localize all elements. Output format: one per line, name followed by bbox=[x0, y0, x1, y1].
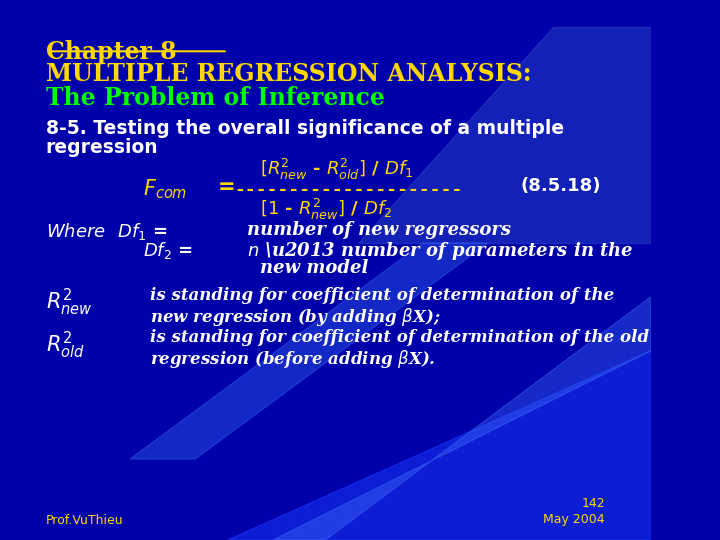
Text: May 2004: May 2004 bbox=[544, 514, 605, 526]
Text: The Problem of Inference: The Problem of Inference bbox=[45, 86, 384, 110]
Polygon shape bbox=[358, 27, 651, 243]
Text: $[1$ - $R^2_{new}]$ / $Df_2$: $[1$ - $R^2_{new}]$ / $Df_2$ bbox=[260, 197, 393, 222]
Text: regression (before adding $\beta$X).: regression (before adding $\beta$X). bbox=[150, 348, 435, 370]
Text: $[R^2_{new}$ - $R^2_{old}]$ / $Df_1$: $[R^2_{new}$ - $R^2_{old}]$ / $Df_1$ bbox=[260, 157, 414, 182]
Polygon shape bbox=[273, 297, 651, 540]
Text: $n$ \u2013 number of parameters in the: $n$ \u2013 number of parameters in the bbox=[247, 240, 634, 262]
Polygon shape bbox=[130, 243, 488, 459]
Text: number of new regressors: number of new regressors bbox=[247, 221, 511, 239]
Text: 8-5. Testing the overall significance of a multiple: 8-5. Testing the overall significance of… bbox=[45, 119, 564, 138]
Polygon shape bbox=[228, 351, 651, 540]
Text: $F_{com}$: $F_{com}$ bbox=[143, 177, 187, 201]
Text: is standing for coefficient of determination of the: is standing for coefficient of determina… bbox=[150, 287, 614, 304]
Text: $R^2_{old}$: $R^2_{old}$ bbox=[45, 329, 84, 361]
Text: 142: 142 bbox=[581, 497, 605, 510]
Text: regression: regression bbox=[45, 138, 158, 157]
Text: $Df_2$ =: $Df_2$ = bbox=[143, 240, 195, 261]
Text: =: = bbox=[218, 177, 235, 197]
Text: Chapter 8: Chapter 8 bbox=[45, 40, 176, 64]
Text: new model: new model bbox=[260, 259, 369, 277]
Text: is standing for coefficient of determination of the old: is standing for coefficient of determina… bbox=[150, 329, 649, 346]
Text: ---------------------: --------------------- bbox=[234, 181, 462, 199]
Text: $R^2_{new}$: $R^2_{new}$ bbox=[45, 287, 92, 319]
Text: Prof.VuThieu: Prof.VuThieu bbox=[45, 514, 123, 526]
Text: $Where$  $Df_1$ =: $Where$ $Df_1$ = bbox=[45, 221, 169, 242]
Text: MULTIPLE REGRESSION ANALYSIS:: MULTIPLE REGRESSION ANALYSIS: bbox=[45, 62, 531, 86]
Text: (8.5.18): (8.5.18) bbox=[521, 177, 601, 195]
Text: new regression (by adding $\beta$X);: new regression (by adding $\beta$X); bbox=[150, 306, 441, 328]
